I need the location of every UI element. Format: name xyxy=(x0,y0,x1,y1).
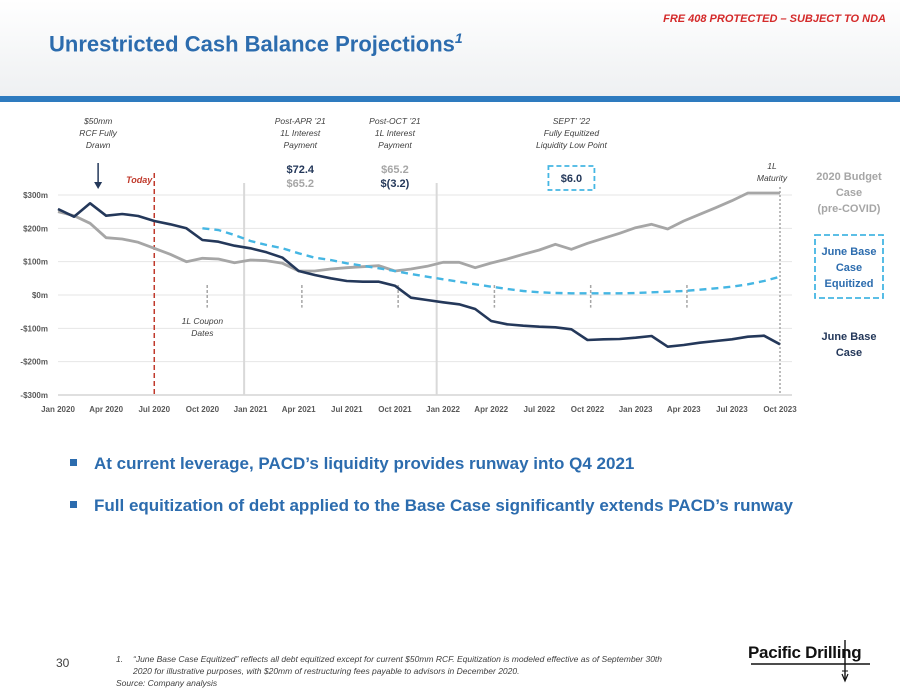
cash-balance-chart: $300m $200m $100m $0m -$100m -$200m -$300m Jan… xyxy=(20,116,884,414)
annotation-text: SEPT’ ’22 xyxy=(553,116,591,126)
y-tick-label: $0m xyxy=(32,291,48,300)
low-point-box xyxy=(547,165,596,191)
x-axis-labels: Jan 2020 Apr 2020 Jul 2020 Oct 2020 Jan 2021… xyxy=(41,405,797,414)
x-tick-label: Jan 2022 xyxy=(426,405,460,414)
annotation-text: Post-APR ’21 xyxy=(275,116,326,126)
bullet-text: At current leverage, PACD’s liquidity pr… xyxy=(94,454,635,473)
annotation-text: 1L Interest xyxy=(280,128,321,138)
legend-2020-budget: 2020 Budget xyxy=(816,171,882,183)
legend-2020-budget: (pre-COVID) xyxy=(818,203,881,215)
bullet-square-icon xyxy=(70,459,77,467)
annotation-value: $72.4 xyxy=(287,164,315,176)
annotation-text: Drawn xyxy=(86,140,111,150)
x-tick-label: Jul 2020 xyxy=(138,405,170,414)
legend-equitized-box xyxy=(814,234,884,299)
series-equitized-line xyxy=(202,227,781,295)
annotation-text: Dates xyxy=(191,328,214,338)
rcf-arrow-head xyxy=(94,182,103,189)
annotation-text: Post-OCT ’21 xyxy=(369,116,421,126)
annotation-text: Payment xyxy=(378,140,412,150)
x-tick-label: Jul 2023 xyxy=(716,405,748,414)
annotation-value: $65.2 xyxy=(381,164,409,176)
annotation-text: 1L xyxy=(767,161,777,171)
x-tick-label: Jul 2022 xyxy=(524,405,556,414)
footnote-text: “June Base Case Equitized” reflects all … xyxy=(133,654,663,676)
series-june-base-line xyxy=(57,202,781,348)
x-tick-label: Apr 2020 xyxy=(89,405,123,414)
x-tick-label: Jan 2023 xyxy=(619,405,653,414)
legend-equitized: Equitized xyxy=(825,278,874,290)
legend-2020-budget: Case xyxy=(836,187,862,199)
page-number: 30 xyxy=(56,656,70,670)
legend-june-base: June Base xyxy=(821,331,876,343)
legend-june-base: Case xyxy=(836,347,862,359)
x-tick-label: Oct 2022 xyxy=(571,405,605,414)
legend-equitized: June Base xyxy=(821,246,876,258)
footnote-number: 1. xyxy=(116,654,124,664)
legend-equitized: Case xyxy=(836,262,862,274)
x-tick-label: Apr 2022 xyxy=(474,405,508,414)
bullet-liquidity-runway: At current leverage, PACD’s liquidity pr… xyxy=(70,454,634,474)
pacific-drilling-logo: Pacific Drilling xyxy=(748,640,878,685)
bullet-equitization: Full equitization of debt applied to the… xyxy=(70,496,793,516)
chart-markers: Today xyxy=(126,173,781,395)
annotation-value: $65.2 xyxy=(287,178,315,190)
annotation-text: RCF Fully xyxy=(79,128,117,138)
chart-series xyxy=(57,191,781,348)
header-background xyxy=(0,0,900,96)
x-tick-label: Oct 2021 xyxy=(378,405,412,414)
annotation-text: Liquidity Low Point xyxy=(536,140,608,150)
x-tick-label: Oct 2023 xyxy=(763,405,797,414)
x-tick-label: Jan 2021 xyxy=(234,405,268,414)
drill-bit-icon xyxy=(751,640,870,683)
title-footnote-marker: 1 xyxy=(454,30,463,46)
chart-series-labels: 2020 Budget Case (pre-COVID) June Base Case E… xyxy=(814,171,884,359)
source-note: Source: Company analysis xyxy=(116,678,218,688)
logo-text: Pacific Drilling xyxy=(748,643,862,662)
chart-gridlines xyxy=(58,194,792,396)
header-divider-bar xyxy=(0,96,900,102)
annotation-text: Payment xyxy=(283,140,317,150)
bullet-square-icon xyxy=(70,501,77,509)
annotation-value: $(3.2) xyxy=(381,178,410,190)
y-tick-label: $300m xyxy=(23,191,48,200)
annotation-text: Fully Equitized xyxy=(544,128,600,138)
chart-annotations: $50mm RCF Fully Drawn Post-APR ’21 1L Intere… xyxy=(79,116,788,338)
nda-notice: FRE 408 PROTECTED – SUBJECT TO NDA xyxy=(663,13,886,25)
annotation-text: 1L Coupon xyxy=(182,316,224,326)
bullet-text: Full equitization of debt applied to the… xyxy=(94,496,794,515)
y-tick-label: $200m xyxy=(23,224,48,233)
x-tick-label: Oct 2020 xyxy=(186,405,220,414)
x-tick-label: Apr 2021 xyxy=(282,405,316,414)
footnote: 1. “June Base Case Equitized” reflects a… xyxy=(116,653,676,677)
y-tick-label: $100m xyxy=(23,258,48,267)
annotation-text: $50mm xyxy=(83,116,112,126)
series-2020-budget-line xyxy=(57,191,780,273)
today-label: Today xyxy=(126,175,153,185)
annotation-value: $6.0 xyxy=(561,173,582,185)
y-tick-label: -$200m xyxy=(20,358,48,367)
page-title: Unrestricted Cash Balance Projections1 xyxy=(49,30,463,57)
page-title-text: Unrestricted Cash Balance Projections xyxy=(49,31,455,57)
x-tick-label: Jan 2020 xyxy=(41,405,75,414)
y-axis-labels: $300m $200m $100m $0m -$100m -$200m -$300m xyxy=(20,191,48,400)
x-tick-label: Apr 2023 xyxy=(667,405,701,414)
y-tick-label: -$300m xyxy=(20,391,48,400)
y-tick-label: -$100m xyxy=(20,324,48,333)
annotation-text: 1L Interest xyxy=(375,128,416,138)
x-tick-label: Jul 2021 xyxy=(331,405,363,414)
annotation-text: Maturity xyxy=(757,173,788,183)
